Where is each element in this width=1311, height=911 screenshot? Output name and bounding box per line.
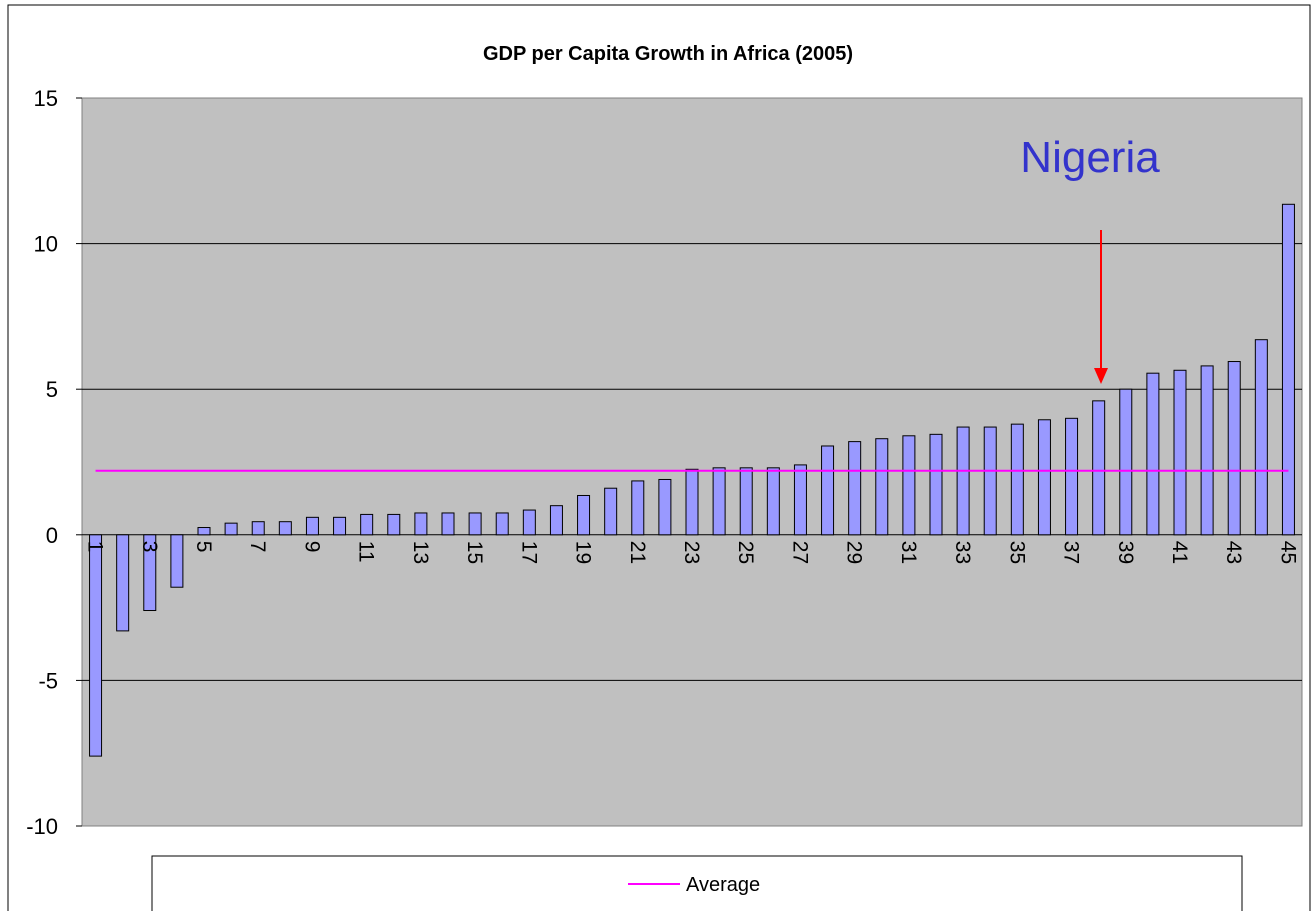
bar bbox=[1173, 369, 1187, 536]
x-tick-label: 35 bbox=[1005, 541, 1028, 564]
bar bbox=[1010, 423, 1024, 536]
x-tick-label: 9 bbox=[300, 541, 323, 553]
x-tick-label: 43 bbox=[1222, 541, 1245, 564]
y-tick-label: 15 bbox=[34, 86, 58, 111]
bar bbox=[631, 480, 645, 536]
bar bbox=[604, 487, 618, 536]
bar bbox=[441, 512, 455, 536]
bar bbox=[956, 426, 970, 536]
bar bbox=[848, 441, 862, 536]
y-tick-label: 5 bbox=[46, 377, 58, 402]
bar bbox=[739, 467, 753, 536]
legend-box bbox=[151, 855, 1243, 911]
bar bbox=[116, 534, 130, 632]
bar bbox=[305, 516, 319, 536]
x-tick-label: 5 bbox=[192, 541, 215, 553]
annotation-arrowhead bbox=[1094, 368, 1108, 384]
x-tick-label: 39 bbox=[1114, 541, 1137, 564]
x-tick-label: 31 bbox=[897, 541, 920, 564]
bar bbox=[1146, 372, 1160, 536]
bar bbox=[1065, 417, 1079, 536]
bar bbox=[1281, 203, 1295, 536]
y-tick-label: -5 bbox=[38, 668, 58, 693]
bar bbox=[1227, 361, 1241, 536]
bar bbox=[1254, 339, 1268, 536]
x-tick-label: 21 bbox=[626, 541, 649, 564]
plot-area bbox=[81, 97, 1303, 827]
bar bbox=[89, 534, 103, 757]
bar bbox=[712, 467, 726, 536]
bar bbox=[577, 494, 591, 536]
bar bbox=[143, 534, 157, 612]
bar bbox=[360, 513, 374, 536]
bar bbox=[1037, 419, 1051, 536]
x-tick-label: 29 bbox=[843, 541, 866, 564]
x-tick-label: 3 bbox=[138, 541, 161, 553]
x-tick-label: 41 bbox=[1168, 541, 1191, 564]
bar bbox=[468, 512, 482, 536]
x-tick-label: 33 bbox=[951, 541, 974, 564]
bar bbox=[495, 512, 509, 536]
bar bbox=[983, 426, 997, 536]
bar bbox=[522, 509, 536, 536]
bar bbox=[333, 516, 347, 536]
x-tick-label: 1 bbox=[84, 541, 107, 553]
x-tick-label: 7 bbox=[246, 541, 269, 553]
annotation: Nigeria bbox=[1020, 133, 1160, 182]
x-tick-label: 17 bbox=[517, 541, 540, 564]
bar bbox=[685, 468, 699, 536]
bar bbox=[414, 512, 428, 536]
bar bbox=[658, 478, 672, 536]
bar bbox=[1092, 400, 1106, 536]
bar bbox=[278, 521, 292, 536]
legend-label: Average bbox=[686, 874, 760, 896]
bar bbox=[224, 522, 238, 536]
bar bbox=[549, 505, 563, 536]
bar bbox=[793, 464, 807, 536]
x-tick-label: 13 bbox=[409, 541, 432, 564]
bar bbox=[766, 467, 780, 536]
bar bbox=[902, 435, 916, 536]
y-tick-label: 0 bbox=[46, 523, 58, 548]
bar bbox=[1119, 388, 1133, 536]
bar bbox=[821, 445, 835, 536]
bar bbox=[875, 438, 889, 536]
y-tick-label: 10 bbox=[34, 232, 58, 257]
x-tick-label: 23 bbox=[680, 541, 703, 564]
chart-title: GDP per Capita Growth in Africa (2005) bbox=[483, 43, 853, 65]
x-tick-label: 11 bbox=[355, 541, 378, 563]
x-tick-label: 27 bbox=[788, 541, 811, 564]
x-tick-label: 19 bbox=[572, 541, 595, 564]
x-tick-label: 25 bbox=[734, 541, 757, 564]
y-tick-label: -10 bbox=[26, 814, 58, 839]
bar bbox=[197, 527, 211, 536]
bar bbox=[1200, 365, 1214, 536]
bar bbox=[251, 521, 265, 536]
x-tick-label: 15 bbox=[463, 541, 486, 564]
bar bbox=[387, 513, 401, 536]
x-tick-label: 45 bbox=[1276, 541, 1299, 564]
x-tick-label: 37 bbox=[1060, 541, 1083, 564]
bar bbox=[170, 534, 184, 588]
bar bbox=[929, 433, 943, 536]
